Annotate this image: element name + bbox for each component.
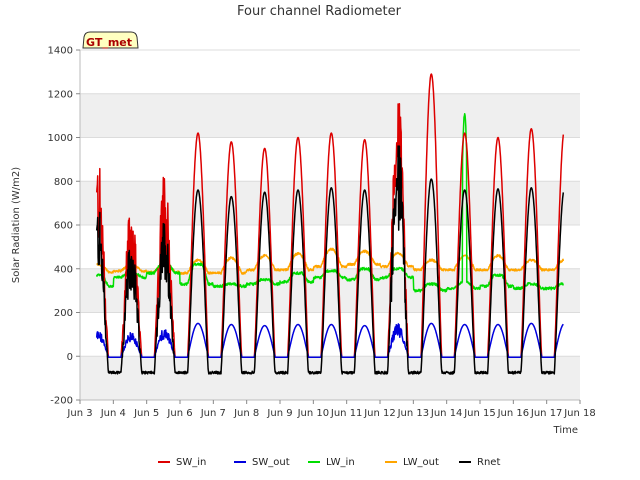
x-axis-title: Time: [553, 425, 578, 436]
x-tick-label: Jun 7: [200, 408, 226, 419]
legend-label: SW_out: [252, 457, 290, 468]
legend-label: Rnet: [477, 457, 500, 468]
legend-item-lw-out: LW_out: [385, 457, 439, 468]
x-tick-label: Jun 13: [397, 408, 430, 419]
x-tick-label: Jun 18: [563, 408, 596, 419]
x-tick-label: Jun 16: [497, 408, 530, 419]
y-tick-label: 1400: [48, 46, 73, 57]
legend-item-sw-in: SW_in: [158, 457, 206, 468]
y-tick-label: 1200: [48, 89, 73, 100]
legend-item-rnet: Rnet: [459, 457, 500, 468]
y-tick-label: 200: [54, 308, 73, 319]
y-tick-label: -200: [50, 396, 73, 407]
x-tick-label: Jun 10: [297, 408, 330, 419]
x-axis: Jun 3 Jun 4 Jun 5 Jun 6 Jun 7 Jun 8 Jun 9 Jun 1…: [66, 399, 596, 436]
grid-band: [80, 181, 580, 225]
y-tick-label: 800: [54, 177, 73, 188]
x-tick-label: Jun 4: [100, 408, 126, 419]
x-tick-label: Jun 8: [233, 408, 259, 419]
legend-item-sw-out: SW_out: [234, 457, 290, 468]
legend-label: LW_out: [403, 457, 439, 468]
x-tick-label: Jun 9: [266, 408, 292, 419]
y-tick-label: 1000: [48, 133, 73, 144]
gt-met-badge: GT_met: [82, 31, 139, 49]
series-line-rnet: [95, 145, 565, 375]
y-tick-label: 0: [67, 352, 73, 363]
badge-label: GT_met: [86, 36, 132, 49]
x-tick-label: Jun 12: [363, 408, 396, 419]
grid-band: [80, 356, 580, 400]
legend-item-lw-in: LW_in: [308, 457, 355, 468]
badge-shape: [82, 31, 139, 49]
x-tick-label: Jun 6: [166, 408, 192, 419]
y-axis: -200 0 200 400 600 800 1000 1200 1400 Solar Radi…: [11, 46, 81, 407]
grid-band: [80, 93, 580, 138]
x-tick-label: Jun 3: [66, 408, 92, 419]
legend-label: LW_in: [326, 457, 355, 468]
x-tick-label: Jun 14: [430, 408, 463, 419]
y-tick-label: 400: [54, 264, 73, 275]
plot-background: [80, 49, 580, 401]
y-tick-label: 600: [54, 221, 73, 232]
chart-title: Four channel Radiometer: [237, 4, 402, 19]
x-tick-label: Jun 17: [530, 408, 563, 419]
x-tick-label: Jun 5: [133, 408, 159, 419]
y-axis-title: Solar Radiation (W/m2): [11, 167, 22, 283]
y-ticks: -200 0 200 400 600 800 1000 1200 1400: [48, 46, 80, 407]
series-layer: [95, 73, 565, 375]
legend: SW_in SW_out LW_in LW_out Rnet: [158, 457, 500, 468]
x-tick-label: Jun 11: [330, 408, 363, 419]
x-ticks: Jun 3 Jun 4 Jun 5 Jun 6 Jun 7 Jun 8 Jun 9 Jun 1…: [66, 400, 596, 419]
grid-bands: [80, 93, 580, 400]
series-line-lw-in: [95, 112, 564, 293]
legend-label: SW_in: [176, 457, 206, 468]
x-tick-label: Jun 15: [463, 408, 496, 419]
